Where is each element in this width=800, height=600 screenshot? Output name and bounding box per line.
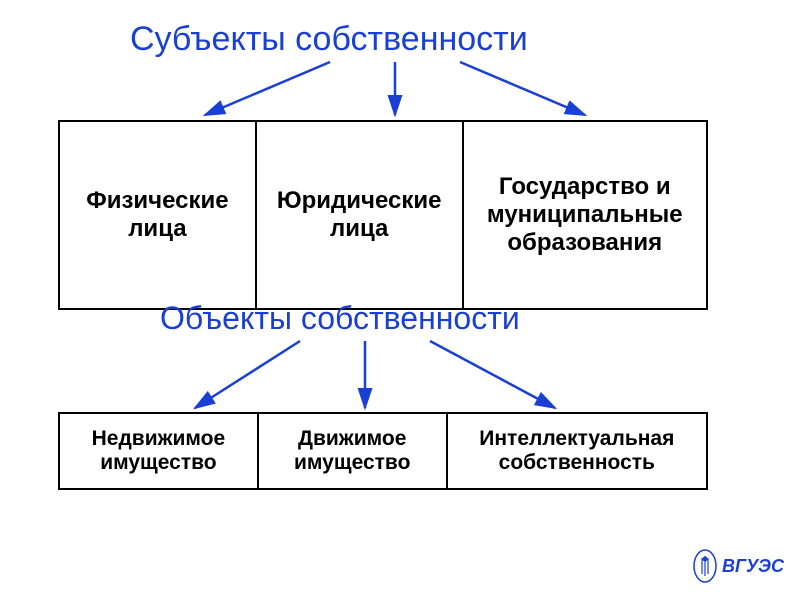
logo-icon <box>692 548 718 584</box>
objects-title: Объекты собственности <box>160 300 520 337</box>
objects-cell: Интеллектуальная собственность <box>448 414 706 488</box>
subjects-cell: Государство и муниципальные образования <box>464 122 706 308</box>
objects-cell: Недвижимое имущество <box>60 414 259 488</box>
subjects-cell: Юридические лица <box>257 122 464 308</box>
subjects-cell: Физические лица <box>60 122 257 308</box>
subjects-table: Физические лицаЮридические лицаГосударст… <box>58 120 708 310</box>
objects-cell: Движимое имущество <box>259 414 448 488</box>
logo: ВГУЭС <box>692 548 784 584</box>
logo-text: ВГУЭС <box>722 556 784 577</box>
objects-table: Недвижимое имуществоДвижимое имуществоИн… <box>58 412 708 490</box>
subjects-title: Субъекты собственности <box>130 20 528 59</box>
